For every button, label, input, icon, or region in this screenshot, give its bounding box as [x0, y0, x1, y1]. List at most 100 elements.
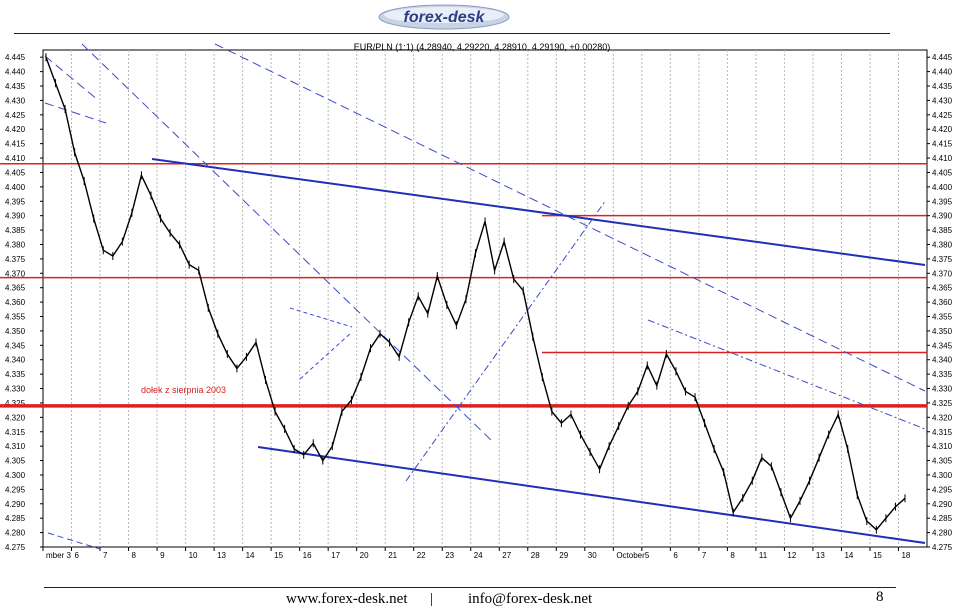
y-tick-label-left: 4.315: [5, 428, 26, 437]
x-tick-label: 6: [75, 551, 80, 560]
y-tick-label-right: 4.325: [932, 399, 953, 408]
annotation-label: dołek z sierpnia 2003: [141, 385, 226, 395]
y-tick-label-left: 4.355: [5, 313, 26, 322]
y-tick-label-left: 4.440: [5, 68, 26, 77]
y-tick-label-left: 4.330: [5, 385, 26, 394]
early-dashed-channel-upper: [44, 55, 99, 101]
y-tick-label-left: 4.320: [5, 413, 26, 422]
x-tick-label: 5: [645, 551, 650, 560]
x-tick-label: 8: [730, 551, 735, 560]
y-tick-label-left: 4.335: [5, 370, 26, 379]
footer-email[interactable]: info@forex-desk.net: [468, 591, 593, 607]
y-tick-label-left: 4.300: [5, 471, 26, 480]
x-tick-label: 24: [474, 551, 483, 560]
y-tick-label-left: 4.430: [5, 96, 26, 105]
lower-support-trendline: [257, 446, 926, 544]
y-tick-label-right: 4.400: [932, 183, 953, 192]
x-axis: mber 3 6 7 8 9 10 13 14 15 16 17 20 21 22 23 24 27 28 29 30…: [42, 547, 911, 560]
y-tick-label-right: 4.310: [932, 442, 953, 451]
chart-title: EUR/PLN (1:1) (4.28940, 4.29220, 4.28910…: [354, 42, 610, 52]
y-tick-label-left: 4.410: [5, 154, 26, 163]
y-tick-label-right: 4.320: [932, 413, 953, 422]
y-tick-label-right: 4.425: [932, 111, 953, 120]
page-number: 8: [876, 589, 884, 605]
x-tick-label: 6: [673, 551, 678, 560]
y-tick-label-right: 4.350: [932, 327, 953, 336]
y-tick-label-left: 4.345: [5, 341, 26, 350]
footer-website[interactable]: www.forex-desk.net: [286, 591, 408, 607]
y-tick-label-right: 4.440: [932, 68, 953, 77]
x-tick-label: 18: [901, 551, 910, 560]
triangle-dashed-lower: [299, 331, 353, 380]
y-tick-label-right: 4.370: [932, 269, 953, 278]
y-tick-label-right: 4.275: [932, 543, 953, 552]
y-tick-label-right: 4.415: [932, 140, 953, 149]
long-dashed-trendline: [214, 43, 926, 392]
y-tick-label-right: 4.420: [932, 125, 953, 134]
y-tick-label-right: 4.375: [932, 255, 953, 264]
y-tick-label-left: 4.325: [5, 399, 26, 408]
x-tick-label: 28: [531, 551, 540, 560]
x-tick-label: 14: [844, 551, 853, 560]
x-tick-label: 8: [132, 551, 137, 560]
y-tick-label-left: 4.405: [5, 168, 26, 177]
x-tick-label: 22: [417, 551, 426, 560]
logo-text: forex-desk: [404, 9, 486, 26]
y-tick-label-right: 4.445: [932, 53, 953, 62]
x-tick-label: 13: [217, 551, 226, 560]
y-tick-label-right: 4.380: [932, 240, 953, 249]
y-tick-label-left: 4.285: [5, 514, 26, 523]
x-tick-label: 12: [787, 551, 796, 560]
forex-desk-logo: forex-desk: [378, 4, 510, 30]
y-tick-label-right: 4.305: [932, 457, 953, 466]
x-tick-label: mber 3: [46, 551, 71, 560]
horizontal-levels: [0, 163, 927, 408]
y-tick-label-left: 4.340: [5, 356, 26, 365]
y-tick-label-left: 4.420: [5, 125, 26, 134]
price-series: [45, 53, 906, 534]
y-tick-label-left: 4.435: [5, 82, 26, 91]
y-tick-label-left: 4.415: [5, 140, 26, 149]
y-tick-label-right: 4.390: [932, 212, 953, 221]
y-tick-label-left: 4.295: [5, 485, 26, 494]
x-tick-label: 7: [702, 551, 707, 560]
y-tick-label-left: 4.305: [5, 457, 26, 466]
x-tick-label: 7: [103, 551, 108, 560]
y-tick-label-left: 4.310: [5, 442, 26, 451]
x-tick-label: 21: [388, 551, 397, 560]
x-tick-label: 14: [246, 551, 255, 560]
header-rule: [14, 33, 890, 34]
y-tick-label-right: 4.385: [932, 226, 953, 235]
y-tick-label-left: 4.395: [5, 197, 26, 206]
rising-dashdot-trendline: [405, 199, 607, 482]
y-tick-label-right: 4.335: [932, 370, 953, 379]
y-tick-label-right: 4.355: [932, 313, 953, 322]
price-chart: EUR/PLN (1:1) (4.28940, 4.29220, 4.28910…: [0, 42, 953, 560]
y-tick-label-left: 4.350: [5, 327, 26, 336]
y-axis-right: 4.275 4.280 4.285 4.290 4.295 4.300 4.305 4.310…: [927, 53, 953, 552]
y-tick-label-left: 4.400: [5, 183, 26, 192]
x-tick-label: 10: [189, 551, 198, 560]
y-tick-label-left: 4.370: [5, 269, 26, 278]
y-tick-label-right: 4.330: [932, 385, 953, 394]
x-tick-label: 15: [873, 551, 882, 560]
x-tick-label: October: [616, 551, 645, 560]
y-tick-label-left: 4.290: [5, 500, 26, 509]
y-tick-label-right: 4.300: [932, 471, 953, 480]
y-tick-label-right: 4.340: [932, 356, 953, 365]
y-tick-label-right: 4.290: [932, 500, 953, 509]
x-tick-label: 20: [360, 551, 369, 560]
x-tick-label: 9: [160, 551, 165, 560]
footer-rule: [44, 587, 896, 588]
y-axis-left: 4.275 4.280 4.285 4.290 4.295 4.300 4.305 4.310…: [5, 53, 43, 552]
y-tick-label-right: 4.280: [932, 529, 953, 538]
y-tick-label-right: 4.360: [932, 298, 953, 307]
trend-lines: [44, 43, 926, 550]
vertical-gridlines: [71, 50, 899, 547]
y-tick-label-right: 4.435: [932, 82, 953, 91]
x-tick-label: 13: [816, 551, 825, 560]
steep-dashed-trendline: [81, 43, 493, 442]
x-tick-label: 27: [502, 551, 511, 560]
x-tick-label: 11: [759, 551, 768, 560]
x-tick-label: 17: [331, 551, 340, 560]
